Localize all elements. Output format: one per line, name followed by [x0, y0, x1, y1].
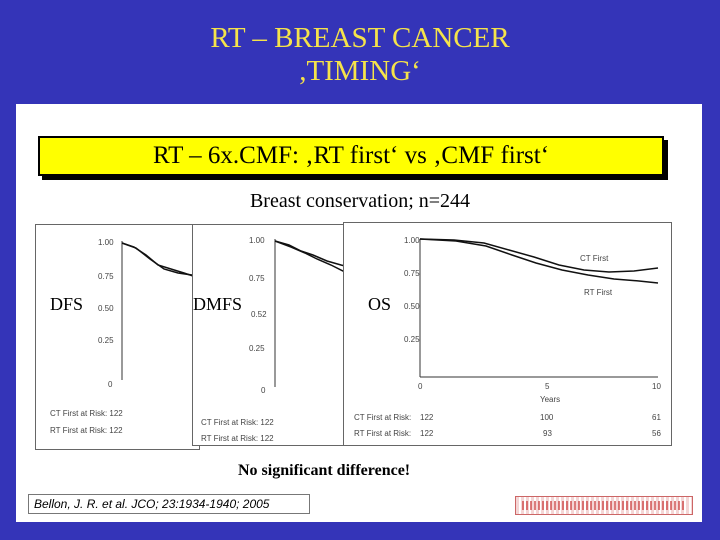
os-curve-rt — [419, 238, 659, 284]
dmfs-y-tick: 1.00 — [249, 236, 265, 245]
os-x-tick: 5 — [545, 382, 550, 391]
citation: Bellon, J. R. et al. JCO; 23:1934-1940; … — [28, 494, 310, 514]
os-x-tick: 10 — [652, 382, 661, 391]
dfs-risk-rt: RT First at Risk: 122 — [50, 426, 123, 435]
publisher-logo-mark — [522, 501, 686, 510]
dfs-label: DFS — [50, 294, 84, 314]
dmfs-curve-ct — [274, 240, 351, 269]
dfs-y-tick: 0.25 — [98, 336, 114, 345]
dfs-y-tick: 0.50 — [98, 304, 114, 313]
os-x-tick: 0 — [418, 382, 423, 391]
dfs-y-tick: 1.00 — [98, 238, 114, 247]
conclusion-text: No significant difference! — [238, 462, 411, 479]
os-risk-rt: 122 — [420, 429, 434, 438]
dfs-curve-rt — [121, 242, 199, 277]
os-y-tick: 0.50 — [404, 302, 420, 311]
dmfs-y-tick: 0.52 — [251, 310, 267, 319]
os-y-tick: 1.00 — [404, 236, 420, 245]
dfs-y-tick: 0 — [108, 380, 113, 389]
dmfs-y-tick: 0.25 — [249, 344, 265, 353]
os-risk-ct: 61 — [652, 413, 661, 422]
title-line-2: ,TIMING‘ — [299, 55, 421, 87]
comparison-banner: RT – 6x.CMF: ‚RT first‘ vs ‚CMF first‘ — [38, 136, 664, 176]
os-risk-rt: 56 — [652, 429, 661, 438]
study-subtitle: Breast conservation; n=244 — [249, 190, 471, 212]
publisher-logo — [515, 496, 693, 515]
os-plot-panel: 1.00 0.75 0.50 0.25 0 5 10 Years CT Firs… — [343, 222, 672, 446]
dfs-y-tick: 0.75 — [98, 272, 114, 281]
dfs-curve-ct — [121, 242, 199, 279]
os-risk-rt: 93 — [543, 429, 552, 438]
os-x-label: Years — [540, 395, 560, 404]
os-legend-rt: RT First — [584, 288, 613, 297]
dmfs-y-tick: 0 — [261, 386, 266, 395]
os-y-tick: 0.25 — [404, 335, 420, 344]
dmfs-risk-ct: CT First at Risk: 122 — [201, 418, 274, 427]
os-risk-ct-label: CT First at Risk: — [354, 413, 411, 422]
dfs-plot-panel: 1.00 0.75 0.50 0.25 0 CT First at Risk: … — [35, 224, 200, 450]
dmfs-label: DMFS — [193, 294, 243, 314]
dmfs-curve-rt — [274, 240, 351, 275]
dmfs-plot-panel: 1.00 0.75 0.52 0.25 0 CT First at Risk: … — [192, 224, 352, 446]
dfs-risk-ct: CT First at Risk: 122 — [50, 409, 123, 418]
os-y-tick: 0.75 — [404, 269, 420, 278]
os-risk-ct: 100 — [540, 413, 554, 422]
os-risk-rt-label: RT First at Risk: — [354, 429, 411, 438]
os-curve-ct — [419, 238, 659, 273]
dmfs-y-tick: 0.75 — [249, 274, 265, 283]
title-line-1: RT – BREAST CANCER — [210, 22, 510, 54]
os-legend-ct: CT First — [580, 254, 609, 263]
os-label: OS — [368, 294, 392, 314]
os-risk-ct: 122 — [420, 413, 434, 422]
slide-title: RT – BREAST CANCER ,TIMING‘ — [0, 22, 720, 88]
dmfs-risk-rt: RT First at Risk: 122 — [201, 434, 274, 443]
